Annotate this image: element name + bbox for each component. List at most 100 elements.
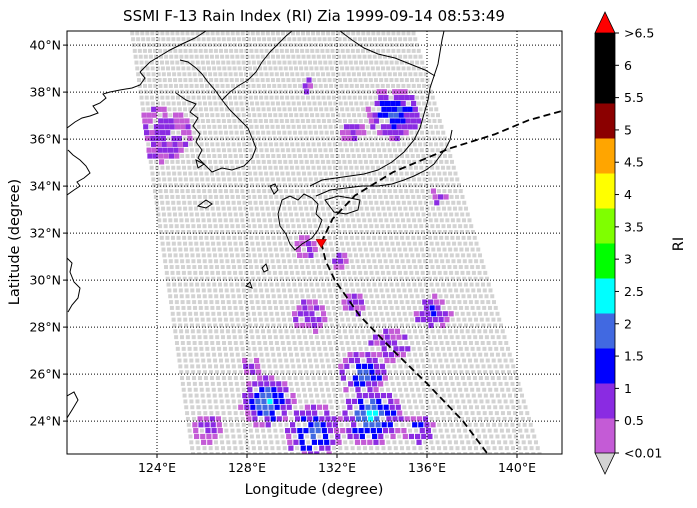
no-rain-pixel <box>278 329 283 334</box>
rain-pixel <box>364 428 370 434</box>
no-rain-pixel <box>385 311 390 316</box>
no-rain-pixel <box>187 72 192 77</box>
no-rain-pixel <box>307 148 312 153</box>
no-rain-pixel <box>198 235 203 240</box>
no-rain-pixel <box>384 218 389 223</box>
rain-pixel <box>311 439 318 445</box>
no-rain-pixel <box>167 107 172 112</box>
no-rain-pixel <box>471 393 476 398</box>
no-rain-pixel <box>498 381 503 386</box>
no-rain-pixel <box>153 189 158 194</box>
no-rain-pixel <box>492 381 497 386</box>
no-rain-pixel <box>399 78 404 83</box>
no-rain-pixel <box>476 305 481 310</box>
no-rain-pixel <box>446 387 451 392</box>
no-rain-pixel <box>283 241 288 246</box>
no-rain-pixel <box>372 235 377 240</box>
no-rain-pixel <box>441 346 446 351</box>
no-rain-pixel <box>412 142 417 147</box>
no-rain-pixel <box>270 259 275 264</box>
no-rain-pixel <box>257 37 262 42</box>
no-rain-pixel <box>411 48 416 53</box>
no-rain-pixel <box>357 113 362 118</box>
no-rain-pixel <box>456 358 461 363</box>
no-rain-pixel <box>404 189 409 194</box>
no-rain-pixel <box>294 66 299 71</box>
no-rain-pixel <box>217 346 222 351</box>
no-rain-pixel <box>463 224 468 229</box>
no-rain-pixel <box>497 440 502 445</box>
rain-pixel <box>159 130 166 136</box>
no-rain-pixel <box>137 83 142 88</box>
no-rain-pixel <box>267 241 272 246</box>
no-rain-pixel <box>274 224 279 229</box>
no-rain-pixel <box>500 387 505 392</box>
no-rain-pixel <box>265 235 270 240</box>
no-rain-pixel <box>141 72 146 77</box>
no-rain-pixel <box>348 206 353 211</box>
no-rain-pixel <box>239 48 244 53</box>
no-rain-pixel <box>211 387 216 392</box>
no-rain-pixel <box>321 95 326 100</box>
no-rain-pixel <box>349 411 354 416</box>
no-rain-pixel <box>437 335 442 340</box>
no-rain-pixel <box>333 124 338 129</box>
rain-pixel <box>297 428 303 434</box>
no-rain-pixel <box>360 329 365 334</box>
no-rain-pixel <box>482 411 487 416</box>
rain-pixel <box>381 106 387 112</box>
no-rain-pixel <box>228 124 233 129</box>
no-rain-pixel <box>379 118 384 123</box>
no-rain-pixel <box>323 124 328 129</box>
no-rain-pixel <box>497 317 502 322</box>
no-rain-pixel <box>187 305 192 310</box>
no-rain-pixel <box>490 352 495 357</box>
no-rain-pixel <box>385 159 390 164</box>
no-rain-pixel <box>244 48 249 53</box>
no-rain-pixel <box>315 72 320 77</box>
no-rain-pixel <box>386 317 391 322</box>
no-rain-pixel <box>259 416 264 421</box>
rain-pixel <box>407 124 413 130</box>
rain-pixel <box>301 416 307 422</box>
no-rain-pixel <box>300 72 305 77</box>
no-rain-pixel <box>360 165 365 170</box>
no-rain-pixel <box>455 399 460 404</box>
x-axis-label: Longitude (degree) <box>245 482 384 498</box>
no-rain-pixel <box>190 118 195 123</box>
no-rain-pixel <box>463 340 468 345</box>
no-rain-pixel <box>326 335 331 340</box>
y-tick-label: 24°N <box>29 414 61 429</box>
no-rain-pixel <box>413 265 418 270</box>
no-rain-pixel <box>366 329 371 334</box>
no-rain-pixel <box>232 300 237 305</box>
no-rain-pixel <box>375 446 380 451</box>
no-rain-pixel <box>342 352 347 357</box>
no-rain-pixel <box>363 200 368 205</box>
no-rain-pixel <box>318 194 323 199</box>
rain-pixel <box>372 112 378 118</box>
no-rain-pixel <box>154 159 159 164</box>
no-rain-pixel <box>265 206 270 211</box>
no-rain-pixel <box>316 288 321 293</box>
rain-pixel <box>432 194 438 200</box>
no-rain-pixel <box>316 212 321 217</box>
rain-pixel <box>345 130 351 136</box>
no-rain-pixel <box>376 300 381 305</box>
no-rain-pixel <box>267 189 272 194</box>
rain-pixel <box>164 124 170 130</box>
no-rain-pixel <box>478 440 483 445</box>
no-rain-pixel <box>408 89 413 94</box>
no-rain-pixel <box>265 101 270 106</box>
no-rain-pixel <box>443 422 448 427</box>
rain-pixel <box>264 416 270 422</box>
no-rain-pixel <box>245 340 250 345</box>
no-rain-pixel <box>400 177 405 182</box>
no-rain-pixel <box>237 89 242 94</box>
no-rain-pixel <box>438 177 443 182</box>
no-rain-pixel <box>464 434 469 439</box>
no-rain-pixel <box>301 270 306 275</box>
no-rain-pixel <box>306 31 311 36</box>
rain-pixel <box>416 416 422 422</box>
rain-pixel <box>342 357 349 364</box>
